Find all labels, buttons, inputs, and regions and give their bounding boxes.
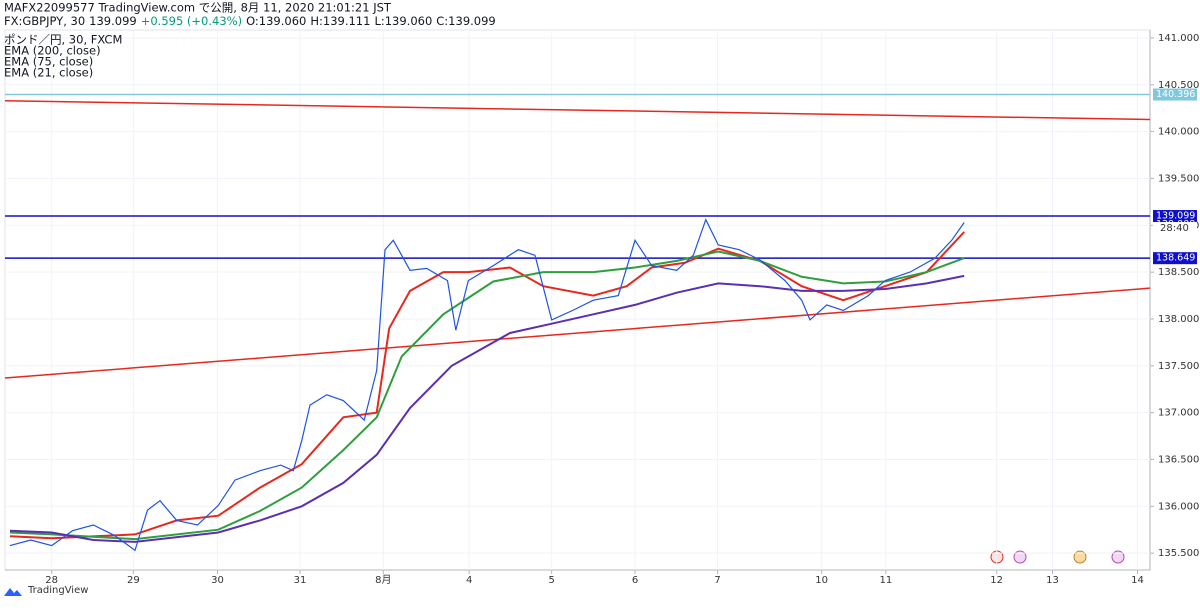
x-tick-label: 28 (45, 575, 58, 586)
logo-icon (4, 588, 22, 596)
y-tick-label: 140.000 (1158, 127, 1199, 138)
price-box (1153, 252, 1197, 265)
x-tick-label: 31 (294, 575, 307, 586)
x-tick-label: 5 (548, 575, 554, 586)
x-tick-label: 13 (1046, 575, 1059, 586)
x-tick-label: 7 (714, 575, 720, 586)
price-box-label: 138.649 (1156, 253, 1195, 264)
y-tick-label: 135.500 (1158, 548, 1199, 559)
legend-entry: EMA (200, close) (4, 44, 101, 58)
ema-line (9, 250, 965, 541)
y-tick-label: 136.500 (1158, 454, 1199, 465)
quote-part: H:139.111 (310, 14, 370, 28)
x-tick-label: 30 (211, 575, 224, 586)
header-quote-text: FX:GBPJPY, 30 139.099 +0.595 (+0.43%) O:139… (4, 14, 496, 28)
quote-part: +0.595 (+0.43%) (141, 14, 242, 28)
x-tick-label: 10 (815, 575, 828, 586)
ema-line (9, 274, 965, 543)
trendline (4, 99, 1151, 121)
x-tick-label: 14 (1131, 575, 1144, 586)
x-tick-label: 29 (127, 575, 140, 586)
price-box-label: 140.396 (1156, 89, 1195, 100)
footer-logo: TradingView (27, 585, 88, 596)
price-box-label: 139.099 (1156, 211, 1195, 222)
x-tick-label: 8月 (375, 574, 391, 586)
ema-line (9, 231, 965, 540)
quote-part: O:139.060 (246, 14, 306, 28)
quote-part: C:139.099 (436, 14, 495, 28)
y-tick-label: 139.500 (1158, 173, 1199, 184)
y-tick-label: 137.500 (1158, 361, 1199, 372)
countdown-label: 28:40 (1160, 223, 1189, 234)
price-line (9, 218, 965, 552)
y-tick-label: 141.000 (1158, 33, 1199, 44)
y-tick-label: 140.500 (1158, 80, 1199, 91)
quote-part: 139.099 (89, 14, 137, 28)
header-quote: FX:GBPJPY, 30 139.099 +0.595 (+0.43%) O:139… (4, 14, 496, 28)
legend-entry: EMA (21, close) (4, 66, 93, 80)
quote-part: L:139.060 (374, 14, 432, 28)
x-tick-label: 12 (990, 575, 1003, 586)
x-tick-label: 4 (466, 575, 472, 586)
price-box (1153, 88, 1197, 101)
trendline (4, 287, 1151, 379)
quote-part: FX:GBPJPY, 30 (4, 14, 85, 28)
x-tick-label: 11 (879, 575, 892, 586)
x-tick-label: 6 (632, 575, 638, 586)
header-title: MAFX22099577 TradingView.com で公開, 8月 11,… (4, 1, 392, 15)
countdown-box (1153, 222, 1197, 234)
y-tick-label: 136.000 (1158, 501, 1199, 512)
y-tick-label: 138.500 (1158, 267, 1199, 278)
y-tick-label: 138.000 (1158, 314, 1199, 325)
y-tick-label: 137.000 (1158, 408, 1199, 419)
legend-entry: ポンド／円, 30, FXCM (4, 33, 122, 47)
legend-entry: EMA (75, close) (4, 55, 93, 69)
